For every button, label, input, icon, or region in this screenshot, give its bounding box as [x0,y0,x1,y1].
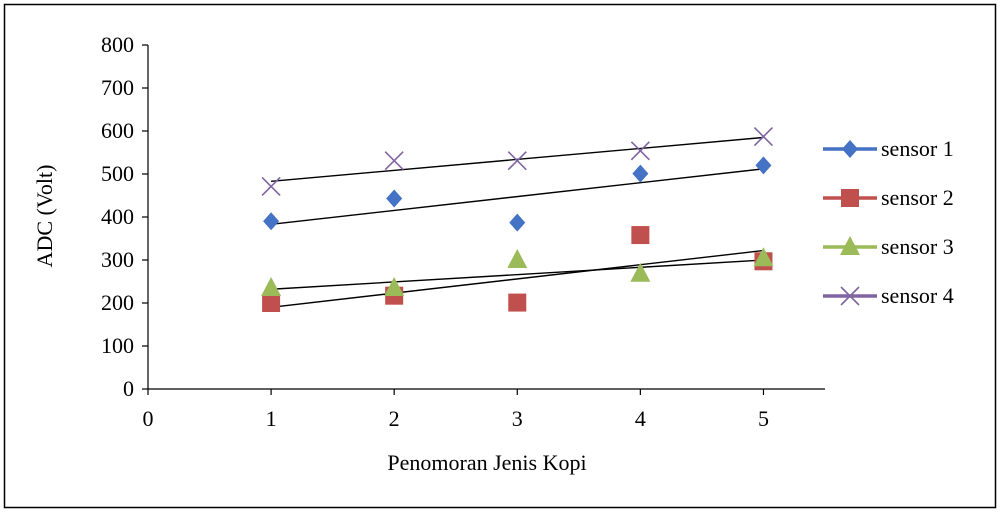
sensor-1-trendline [271,168,764,226]
sensor-4-point-stroke [507,151,527,171]
legend: sensor 1 sensor 2 sensor 3 sensor 4 [823,136,954,308]
x-tick-label: 5 [758,406,769,431]
y-tick-label: 500 [101,161,134,186]
sensor-4-point-stroke [753,127,774,147]
sensor-1-point [263,212,280,231]
sensor-3-legend-label: sensor 3 [881,234,954,259]
x-tick-label: 0 [143,406,154,431]
sensor-2-point [262,294,281,312]
sensor-4-point-stroke [630,141,650,161]
sensor-4-legend-label: sensor 4 [881,283,954,308]
y-axis-title: ADC (Volt) [32,165,57,268]
sensor-4-legend-marker-stroke [840,286,860,306]
sensor-4-legend-marker [840,286,860,306]
sensor-2-legend-marker [841,189,859,207]
y-tick-label: 300 [101,247,134,272]
trendlines [271,136,764,308]
sensor-4-trendline [271,136,764,183]
x-tick-label: 4 [635,406,646,431]
x-tick-label: 1 [266,406,277,431]
sensor-3-legend-marker [840,236,860,255]
y-tick-label: 600 [101,118,134,143]
data-points [261,127,774,312]
sensor-2-trendline [271,249,764,308]
y-tick-label: 800 [101,32,134,57]
sensor-3-point [507,249,528,268]
sensor-4-point [753,127,774,147]
y-tick-label: 100 [101,333,134,358]
sensor-1-legend-marker [842,140,858,158]
sensor-3-trendline [271,259,764,290]
x-tick-label: 3 [512,406,523,431]
sensor-3-point [630,262,651,282]
sensor-1-point [509,213,526,232]
sensor-4-point [630,141,650,161]
sensor-3-point [384,276,405,296]
sensor-4-point-stroke [384,151,404,171]
sensor-3-point [753,247,774,267]
sensor-1-legend-label: sensor 1 [881,136,954,161]
x-axis-title: Penomoran Jenis Kopi [387,450,586,475]
sensor-1-point [386,189,403,208]
x-tick-label: 2 [389,406,400,431]
sensor-4-point [384,151,404,171]
sensor-2-point [631,226,650,245]
sensor-1-point [755,156,772,175]
sensor-3-point [261,276,282,296]
y-tick-label: 400 [101,204,134,229]
sensor-2-point [508,293,527,312]
chart-border [3,3,997,509]
sensor-1-point [632,164,649,183]
sensor-4-point [507,151,527,171]
y-tick-label: 700 [101,75,134,100]
axes: 0 100 200 300 400 500 600 700 800 0 1 2 3 4 5 [101,32,825,431]
y-tick-label: 200 [101,290,134,315]
sensor-4-point-stroke [261,176,281,197]
y-tick-label: 0 [123,376,134,401]
sensor-2-legend-label: sensor 2 [881,185,954,210]
sensor-4-point [261,176,281,197]
